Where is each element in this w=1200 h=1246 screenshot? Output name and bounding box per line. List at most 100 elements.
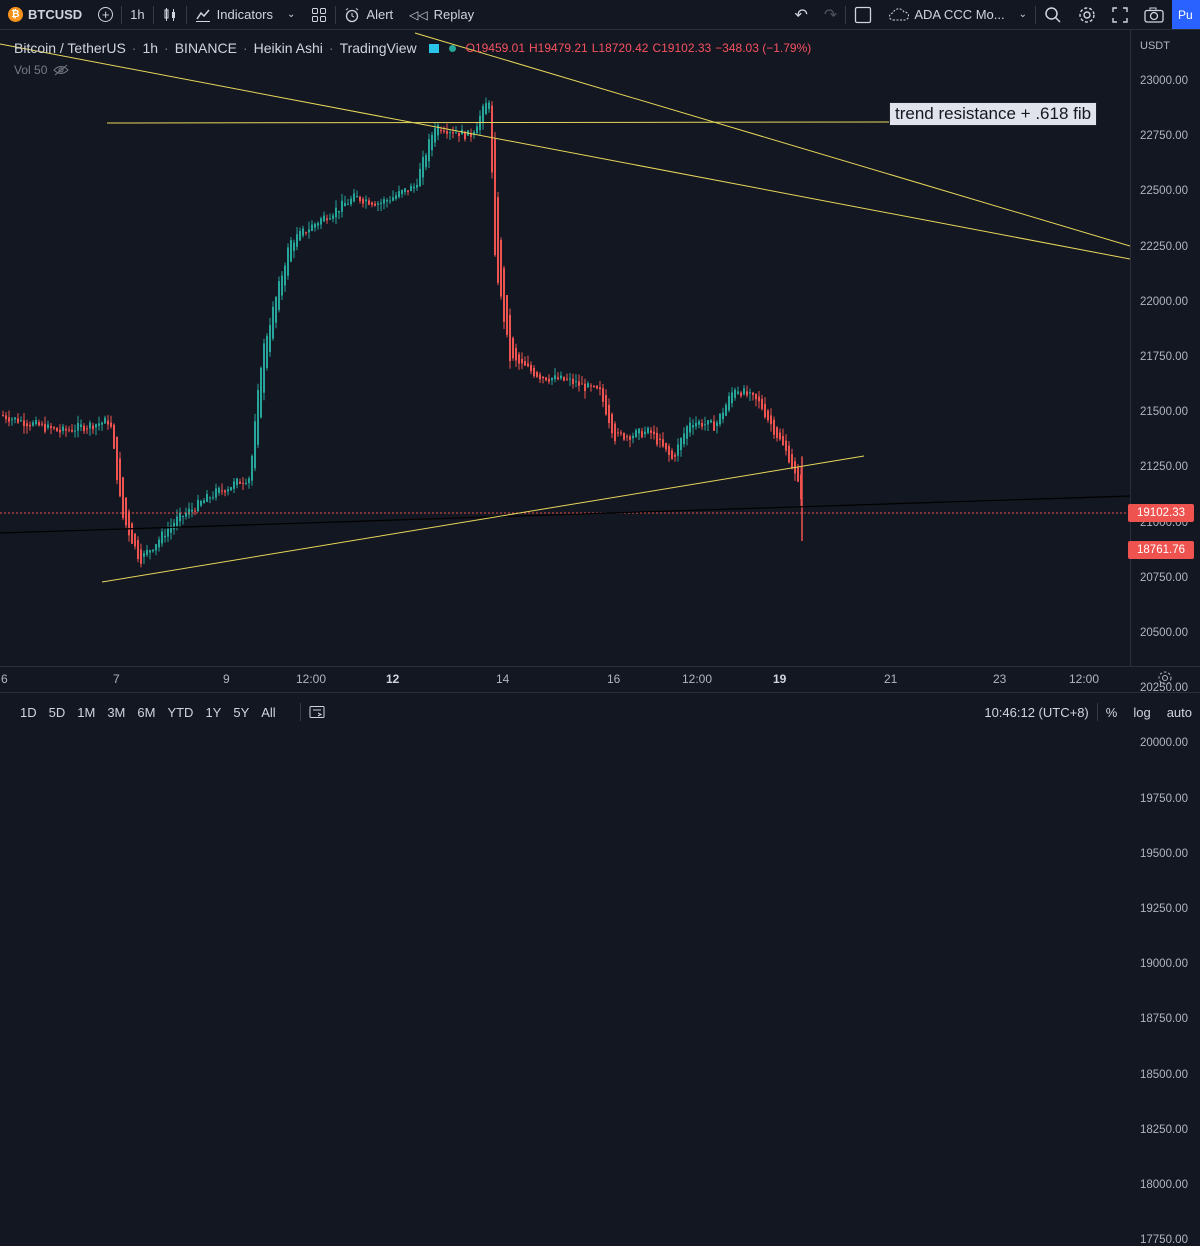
publish-button[interactable]: Pu [1172,0,1200,29]
log-toggle[interactable]: log [1125,698,1158,727]
candle-body [350,198,352,205]
candle-body [530,364,532,372]
eye-hidden-icon[interactable] [53,64,70,76]
candle-body [179,512,181,522]
candle-body [362,198,364,204]
redo-icon: ↷ [823,6,838,24]
candle-body [284,265,286,286]
candle-body [380,202,382,205]
candle-body [434,128,436,143]
layout-button[interactable] [846,0,880,29]
timeframe-1d-button[interactable]: 1D [20,704,37,720]
toolbar-divider [121,5,123,24]
bottom-toolbar: 1D 5D 1M 3M 6M YTD 1Y 5Y All 10:46:12 (UTC+8) % … [0,692,1200,731]
toolbar-divider [152,5,154,24]
legend-exchange: BINANCE [174,40,237,56]
auto-toggle[interactable]: auto [1159,698,1200,727]
candle-body [281,275,283,296]
timezone-button[interactable]: 10:46:12 (UTC+8) [976,698,1096,727]
candle-body [176,516,178,527]
candle-body [557,377,559,380]
axis-settings-icon[interactable] [1157,670,1173,686]
candle-body [11,419,13,421]
candle-body [455,132,457,134]
percent-toggle[interactable]: % [1098,698,1126,727]
candle-body [221,490,223,492]
settings-button[interactable] [1070,0,1104,29]
timeframe-ytd-button[interactable]: YTD [167,704,194,720]
candle-body [698,421,700,425]
templates-button[interactable] [303,0,335,29]
interval-button[interactable]: 1h [122,0,152,29]
candle-body [50,426,52,429]
price-tick-label: 18000.00 [1140,1179,1188,1191]
candle-body [113,424,115,449]
time-axis[interactable] [0,666,1200,693]
price-tick-label: 22500.00 [1140,185,1188,198]
candle-body [605,395,607,415]
layout-name-button[interactable]: ADA CCC Mo... ⌄ [880,0,1035,29]
timeframe-5y-button[interactable]: 5Y [233,704,250,720]
ohlc-low: L18720.42 [591,41,649,55]
compare-button[interactable]: + [90,0,121,29]
chart-type-button[interactable] [154,0,186,29]
time-tick-label: 12:00 [296,672,327,686]
candle-body [716,422,718,427]
timeframe-1m-button[interactable]: 1M [77,704,96,720]
candlestick-chart[interactable] [0,30,1130,666]
candle-body [797,467,799,482]
candle-body [431,134,433,151]
snapshot-button[interactable] [1136,0,1172,29]
candle-body [734,389,736,398]
candle-body [311,224,313,231]
timeframe-3m-button[interactable]: 3M [107,704,126,720]
timeframe-all-button[interactable]: All [261,704,276,720]
candle-body [119,458,121,497]
candle-body [695,422,697,427]
candle-body [248,478,250,484]
timeframe-6m-button[interactable]: 6M [137,704,156,720]
legend-chart-style: Heikin Ashi [253,40,323,56]
redo-button[interactable]: ↷ [816,0,845,29]
candle-body [302,228,304,236]
toolbar-divider [1035,5,1036,24]
candle-body [191,509,193,512]
date-range-button[interactable] [301,698,333,727]
indicators-button[interactable]: Indicators ⌄ [187,0,304,29]
search-button[interactable] [1036,0,1070,29]
chart-pane[interactable] [0,30,1130,666]
candle-body [14,417,16,420]
candle-body [446,131,448,134]
candle-body [245,482,247,484]
symbol-search-button[interactable]: ₿ BTCUSD [0,0,90,29]
volume-legend[interactable]: Vol 50 [14,63,70,77]
candle-body [653,431,655,435]
time-tick-label: 9 [223,672,230,686]
undo-button[interactable]: ↶ [787,0,816,29]
replay-button[interactable]: ◁◁ Replay [401,0,482,29]
candle-body [386,199,388,202]
candle-body [662,439,664,447]
chart-legend[interactable]: Bitcoin / TetherUS · 1h · BINANCE · Heik… [14,40,811,56]
candle-body [473,132,475,135]
candle-body [632,435,634,439]
timeframe-1y-button[interactable]: 1Y [205,704,222,720]
fullscreen-button[interactable] [1104,0,1136,29]
alert-button[interactable]: Alert [336,0,401,29]
timeframe-5d-button[interactable]: 5D [48,704,66,720]
text-annotation[interactable]: trend resistance + .618 fib [889,102,1098,126]
legend-separator: · [242,40,248,56]
candle-body [74,430,76,432]
candles-icon [164,7,175,21]
currency-label[interactable]: USDT [1140,40,1170,52]
legend-separator: · [131,40,137,56]
candle-body [641,431,643,438]
candle-body [704,424,706,426]
price-tick-label: 17750.00 [1140,1234,1188,1246]
price-axis[interactable] [1130,30,1200,666]
candle-body [485,103,487,115]
candle-body [23,420,25,427]
candle-body [146,550,148,555]
candle-body [335,207,337,218]
candle-body [779,432,781,440]
